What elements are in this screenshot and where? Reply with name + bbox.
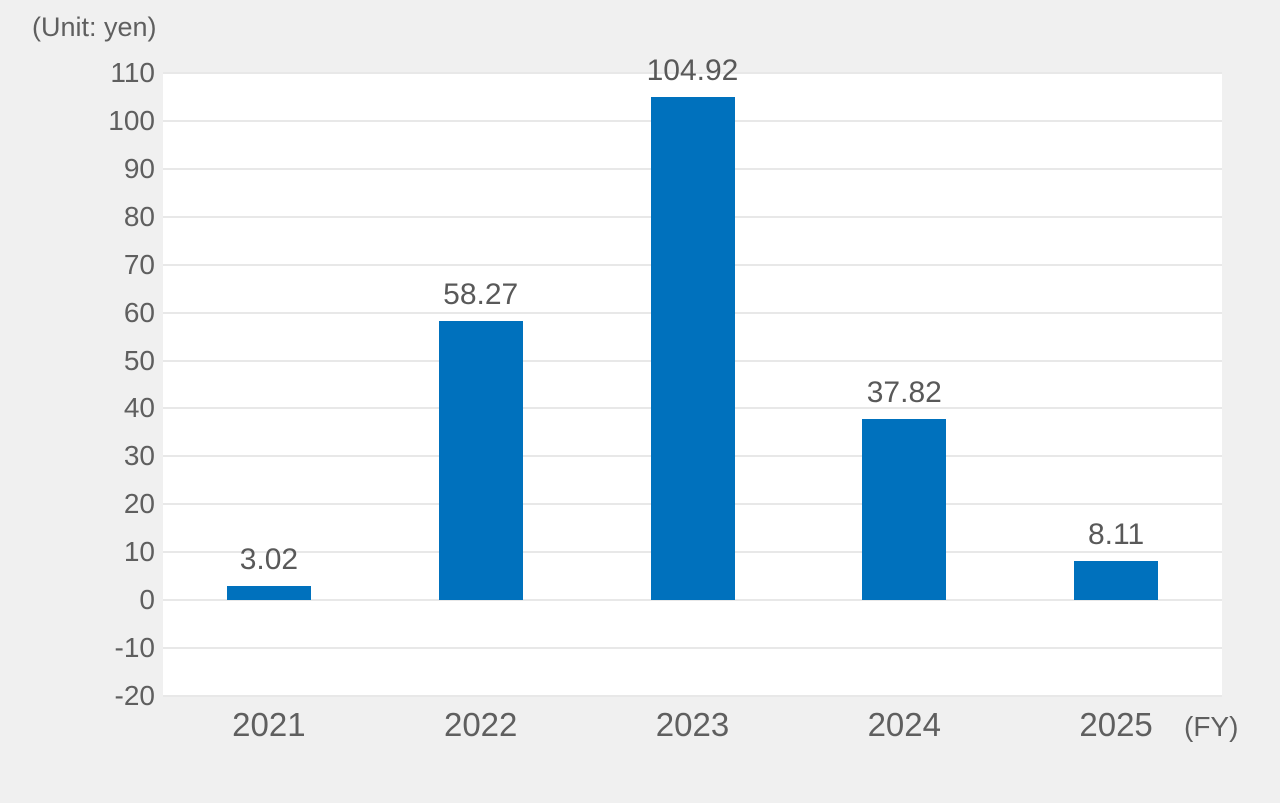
y-axis-tick-label: 100 bbox=[108, 104, 155, 136]
y-axis-tick-label: 50 bbox=[123, 344, 155, 376]
bar-value-label: 37.82 bbox=[866, 375, 942, 409]
x-axis-tick-label: 2025 bbox=[1079, 706, 1153, 743]
bar-value-label: 3.02 bbox=[239, 542, 299, 576]
y-axis-tick-label: 70 bbox=[123, 248, 155, 280]
y-axis-tick-label: 80 bbox=[123, 200, 155, 232]
unit-label: (Unit: yen) bbox=[32, 12, 157, 42]
y-axis-tick-label: 40 bbox=[123, 392, 155, 424]
bar-value-label: 8.11 bbox=[1088, 518, 1145, 552]
y-axis-tick-label: 60 bbox=[123, 296, 155, 328]
x-axis-tick-label: 2023 bbox=[655, 706, 730, 743]
plot-area bbox=[163, 72, 1222, 697]
gridline bbox=[163, 72, 1222, 74]
y-axis-tick-label: -20 bbox=[114, 680, 155, 711]
y-axis-tick-label: 30 bbox=[123, 440, 155, 472]
gridline bbox=[163, 695, 1222, 697]
y-axis-tick-label: -10 bbox=[114, 632, 155, 664]
fy-axis-suffix-label: (FY) bbox=[1184, 711, 1239, 742]
x-axis-tick-label: 2022 bbox=[443, 706, 518, 743]
bar-2024 bbox=[862, 418, 947, 601]
y-axis-tick-label: 110 bbox=[110, 57, 155, 88]
y-axis-tick-label: 0 bbox=[139, 584, 155, 616]
y-axis-tick-label: 20 bbox=[123, 488, 155, 520]
bar-2022 bbox=[438, 320, 523, 601]
gridline bbox=[163, 647, 1222, 650]
bar-value-label: 104.92 bbox=[646, 54, 739, 88]
bar-2025 bbox=[1074, 561, 1159, 601]
bar-value-label: 58.27 bbox=[443, 277, 519, 311]
x-axis-tick-label: 2024 bbox=[867, 706, 941, 743]
bar-2023 bbox=[650, 97, 735, 601]
y-axis-tick-label: 10 bbox=[123, 536, 155, 568]
gridline bbox=[163, 599, 1222, 602]
x-axis-tick-label: 2021 bbox=[232, 706, 306, 743]
bar-2021 bbox=[226, 585, 311, 601]
y-axis-tick-label: 90 bbox=[123, 152, 155, 184]
